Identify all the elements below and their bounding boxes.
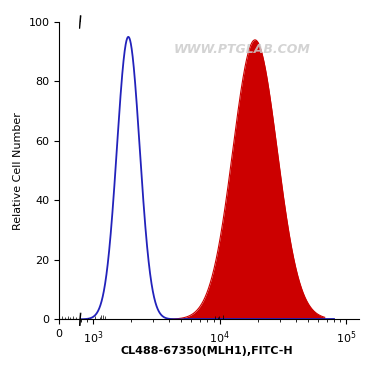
Text: CL488-67350(MLH1),FITC-H: CL488-67350(MLH1),FITC-H [121, 346, 293, 356]
Y-axis label: Relative Cell Number: Relative Cell Number [13, 112, 23, 230]
Text: WWW.PTGLAB.COM: WWW.PTGLAB.COM [174, 43, 310, 56]
